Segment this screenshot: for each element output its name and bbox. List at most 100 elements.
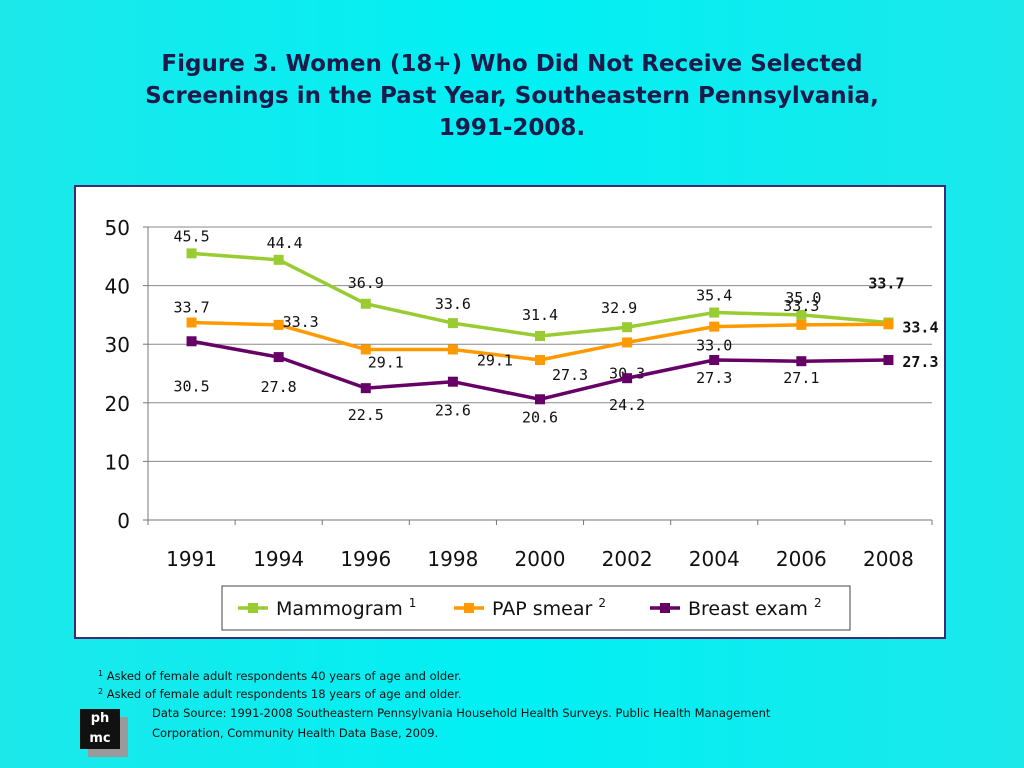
data-point [186, 248, 197, 259]
legend-label: Breast exam 2 [688, 596, 822, 620]
phmc-logo: ph mc [80, 709, 128, 757]
data-point [622, 373, 633, 384]
x-tick-label: 1998 [427, 547, 478, 571]
data-label: 33.6 [435, 295, 471, 313]
data-point [796, 356, 807, 367]
data-point [360, 344, 371, 355]
data-point [883, 355, 894, 366]
data-point [186, 336, 197, 347]
data-label: 44.4 [267, 234, 303, 252]
data-source: Data Source: 1991-2008 Southeastern Penn… [152, 703, 852, 743]
y-tick-label: 0 [117, 509, 130, 533]
data-point [622, 322, 633, 333]
data-point [186, 317, 197, 328]
data-point [796, 309, 807, 320]
x-tick-label: 1994 [253, 547, 304, 571]
data-point [360, 383, 371, 394]
x-tick-label: 2006 [776, 547, 827, 571]
x-tick-label: 2002 [602, 547, 653, 571]
x-tick-label: 2000 [515, 547, 566, 571]
legend-swatch-marker [248, 603, 258, 613]
data-point [360, 298, 371, 309]
data-label: 22.5 [348, 406, 384, 424]
data-label: 30.5 [173, 377, 209, 395]
series-mammogram: 45.5 44.4 36.9 33.6 31.4 32.9 35.4 35.0 33.7 [173, 227, 905, 341]
y-tick-label: 50 [105, 216, 130, 240]
data-label: 33.7 [173, 299, 209, 317]
data-label: 35.4 [696, 287, 732, 305]
data-label: 27.1 [783, 369, 819, 387]
legend-swatch-marker [660, 603, 670, 613]
footnote-1: 1 Asked of female adult respondents 40 y… [98, 666, 918, 684]
data-point [273, 254, 284, 265]
footnote-1-text: Asked of female adult respondents 40 yea… [106, 669, 462, 683]
data-label: 24.2 [609, 396, 645, 414]
data-point [535, 394, 545, 405]
footnote-2-marker: 2 [98, 687, 104, 696]
data-point [709, 355, 720, 366]
series-pap-smear: 33.733.329.129.127.330.333.033.333.4 [173, 297, 938, 384]
data-label: 27.3 [902, 353, 938, 371]
legend-item: Breast exam 2 [650, 596, 822, 620]
y-tick-label: 30 [105, 333, 130, 357]
logo-line-2: mc [89, 731, 111, 746]
y-tick-label: 40 [105, 275, 130, 299]
data-label: 31.4 [522, 306, 558, 324]
data-label: 33.0 [696, 337, 732, 355]
y-tick-label: 20 [105, 392, 130, 416]
legend-label: Mammogram 1 [276, 596, 416, 620]
figure-title: Figure 3. Women (18+) Who Did Not Receiv… [145, 51, 879, 141]
data-label: 23.6 [435, 402, 471, 420]
data-label: 35.0 [785, 289, 821, 307]
legend-swatch-marker [464, 603, 474, 613]
data-point [796, 319, 807, 330]
data-point [447, 376, 458, 387]
x-tick-label: 2008 [863, 547, 914, 571]
data-source-line-1: Data Source: 1991-2008 Southeastern Penn… [152, 706, 771, 720]
x-tick-label: 1991 [166, 547, 217, 571]
data-label: 33.3 [783, 297, 819, 315]
data-point [535, 330, 545, 341]
data-label: 27.8 [261, 378, 297, 396]
data-label: 20.6 [522, 408, 558, 426]
footnote-1-marker: 1 [98, 669, 104, 678]
data-label: 29.1 [368, 353, 404, 371]
legend: Mammogram 1 PAP smear 2 Breast exam 2 [221, 585, 851, 631]
logo-mark: ph mc [80, 709, 120, 749]
series-breast-exam: 30.5 27.8 22.5 23.6 20.6 24.2 27.3 27.1 27.3 [173, 336, 939, 426]
data-label: 33.3 [283, 313, 319, 331]
data-point [535, 355, 545, 366]
data-label: 33.4 [902, 318, 938, 336]
data-label: 45.5 [173, 227, 209, 245]
legend-item: PAP smear 2 [454, 596, 606, 620]
legend-label: PAP smear 2 [492, 596, 606, 620]
data-point [883, 319, 894, 330]
logo-line-1: ph [90, 711, 110, 726]
footnote-2-text: Asked of female adult respondents 18 yea… [106, 687, 462, 701]
legend-item: Mammogram 1 [238, 596, 416, 620]
y-tick-label: 10 [105, 450, 130, 474]
data-label: 33.7 [868, 275, 904, 293]
data-point [622, 337, 633, 348]
legend-superscript: 2 [598, 596, 606, 610]
data-source-line-2: Corporation, Community Health Data Base,… [152, 726, 439, 740]
data-label: 27.3 [552, 366, 588, 384]
data-point [709, 321, 720, 332]
legend-box [221, 585, 851, 631]
data-label: 36.9 [348, 274, 384, 292]
line-chart: 0 10 20 30 40 50 1991 1994 1996 1998 2000 2002 2004 2… [105, 216, 939, 631]
x-tick-label: 1996 [340, 547, 391, 571]
x-tick-label: 2004 [689, 547, 740, 571]
data-label: 27.3 [696, 369, 732, 387]
footnote-2: 2 Asked of female adult respondents 18 y… [98, 684, 918, 702]
data-point [447, 344, 458, 355]
data-point [273, 352, 284, 363]
footnotes: 1 Asked of female adult respondents 40 y… [98, 666, 918, 702]
chart-panel: 0 10 20 30 40 50 1991 1994 1996 1998 2000 2002 2004 2… [74, 185, 946, 639]
data-label: 29.1 [477, 351, 513, 369]
data-point [273, 319, 284, 330]
data-point [709, 307, 720, 318]
data-point [447, 318, 458, 329]
data-label: 32.9 [601, 299, 637, 317]
legend-superscript: 1 [409, 596, 417, 610]
